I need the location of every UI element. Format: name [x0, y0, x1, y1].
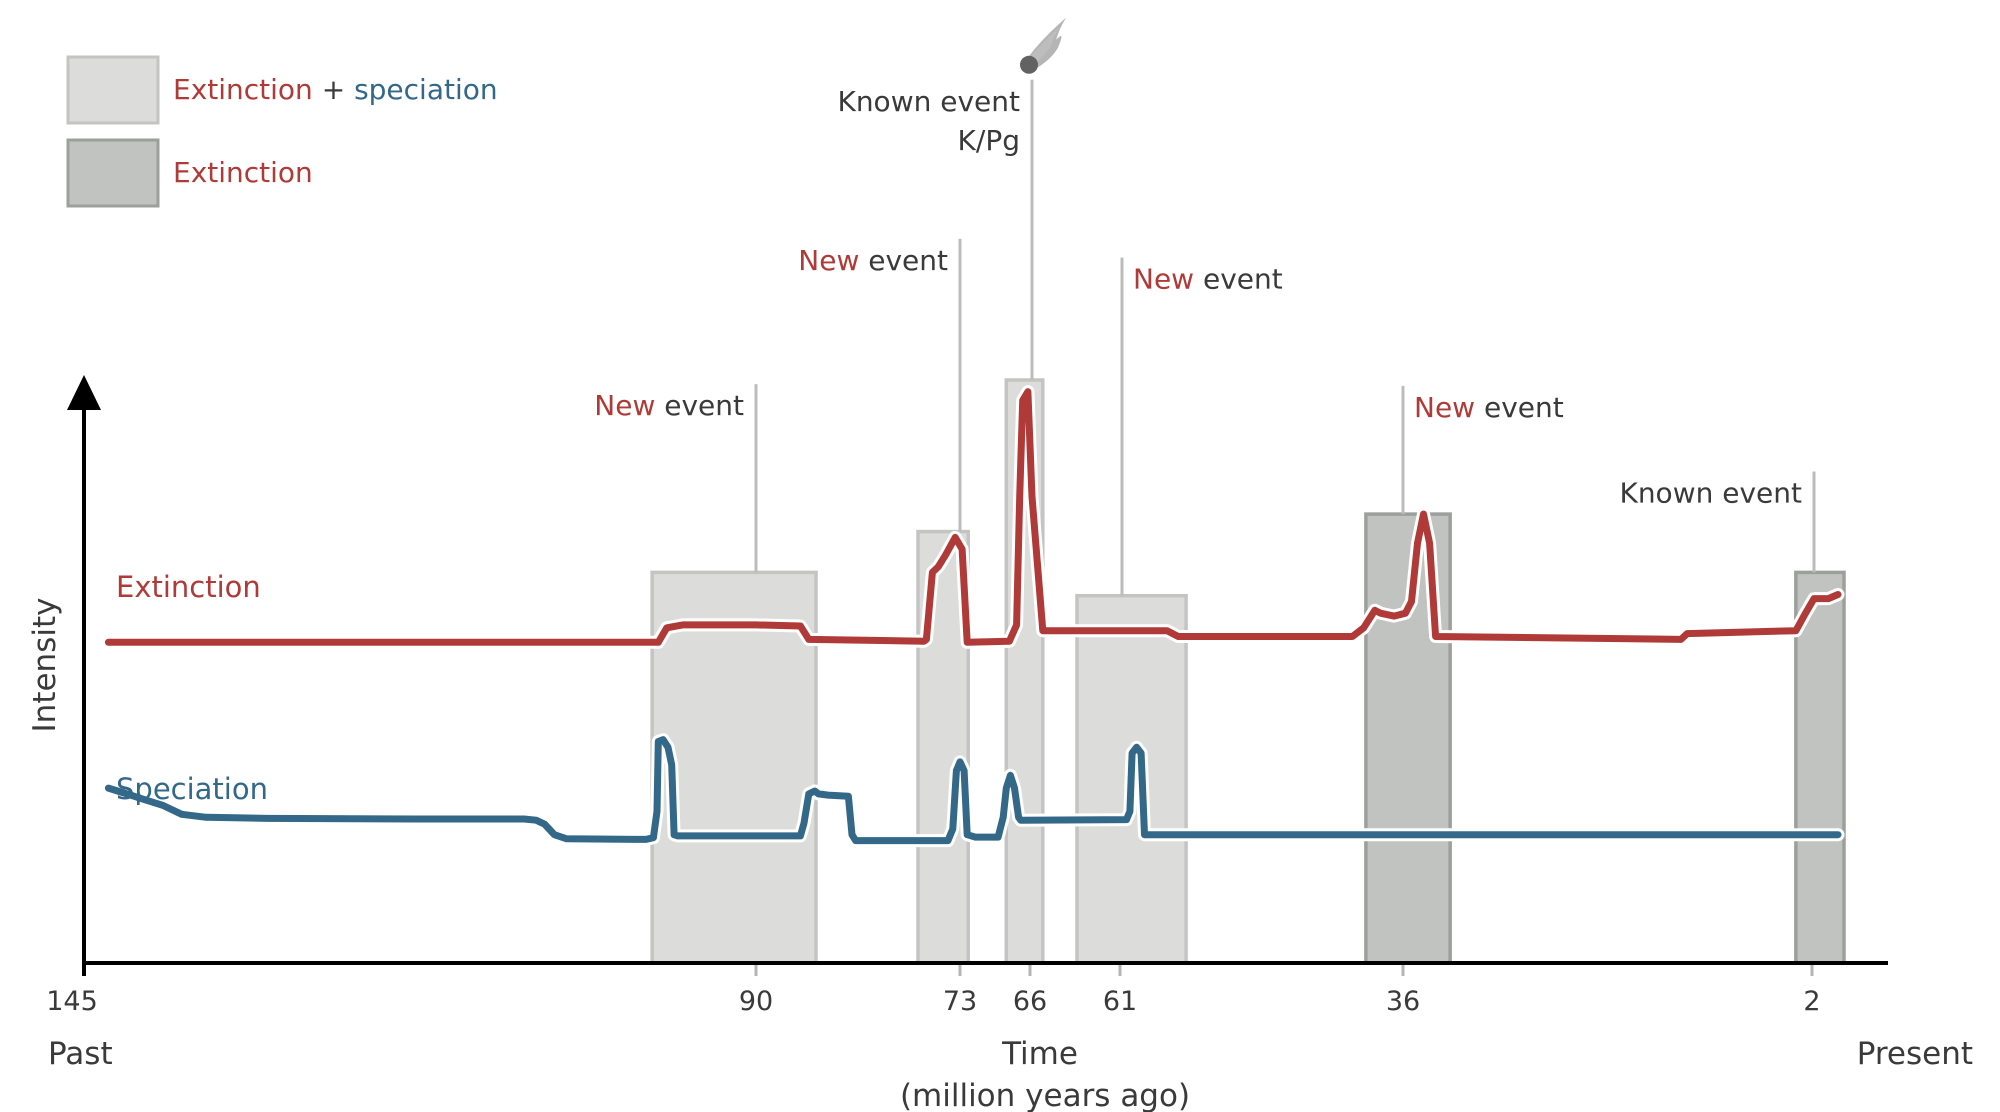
callout-label-90-part-1: event — [655, 389, 744, 422]
callout-label-2: Known event — [1619, 477, 1802, 510]
y-axis-title: Intensity — [27, 598, 63, 733]
x-tick-label-61-part-0: 61 — [1103, 986, 1137, 1017]
callout-label-90-part-0: New — [594, 389, 655, 422]
callout-label-2-part-0: Known event — [1619, 477, 1802, 510]
callout-label-73-part-0: New — [798, 244, 859, 277]
callout-label-36-part-0: New — [1414, 391, 1475, 424]
legend-label-both: Extinction + speciation — [173, 73, 498, 106]
callout-label-61-part-1: event — [1194, 263, 1283, 296]
callout-label-73-part-1: event — [859, 244, 948, 277]
x-tick-label-66: 66 — [1013, 986, 1047, 1017]
callout-label-73: New event — [798, 244, 948, 277]
series-line-speciation — [104, 736, 1842, 845]
axis-labels: 145 90 73 66 61 36 2 Past Present Time (million ye… — [27, 598, 1973, 1112]
series-label-extinction: Extinction — [116, 570, 261, 604]
x-axis-title-part-0: Time — [1001, 1036, 1078, 1072]
x-axis-start-label-part-0: Past — [48, 1036, 113, 1072]
callout-label-66-part-0: Known event — [837, 85, 1020, 118]
legend-label-both-part-1: + — [313, 73, 354, 106]
callout-label-61: New event — [1133, 263, 1283, 296]
x-axis-title: Time — [1001, 1036, 1078, 1072]
legend-label-extinction: Extinction — [173, 156, 313, 189]
x-axis-start-label: Past — [48, 1036, 113, 1072]
series-line-extinction — [104, 388, 1842, 646]
x-tick-label-73-part-0: 73 — [943, 986, 977, 1017]
x-axis-end-label-part-0: Present — [1857, 1036, 1973, 1072]
meteor-icon — [1020, 17, 1066, 74]
x-tick-label-36: 36 — [1386, 986, 1420, 1017]
x-tick-label-90: 90 — [739, 986, 773, 1017]
callout-label-36: New event — [1414, 391, 1564, 424]
series-label-speciation: Speciation — [116, 772, 268, 806]
x-tick-label-61: 61 — [1103, 986, 1137, 1017]
series-label-extinction-part-0: Extinction — [116, 570, 261, 604]
x-tick-label-73: 73 — [943, 986, 977, 1017]
x-axis-end-label: Present — [1857, 1036, 1973, 1072]
x-tick-label-145-part-0: 145 — [46, 986, 98, 1017]
event-window-2 — [1794, 570, 1846, 965]
y-axis-title-part-0: Intensity — [27, 598, 63, 733]
x-tick-label-66-part-0: 66 — [1013, 986, 1047, 1017]
event-windows — [650, 378, 1846, 965]
axes — [67, 375, 1888, 976]
x-axis-subtitle: (million years ago) — [900, 1078, 1190, 1112]
legend-label-extinction-part-0: Extinction — [173, 156, 313, 189]
x-tick-label-90-part-0: 90 — [739, 986, 773, 1017]
legend-swatch-both — [66, 55, 160, 125]
series-lines: Extinction Speciation — [101, 385, 1845, 848]
legend-swatch-extinction — [66, 138, 160, 208]
event-window-90 — [650, 570, 818, 965]
callout-sublabel-66: K/Pg — [958, 124, 1020, 157]
legend-label-both-part-0: Extinction — [173, 73, 313, 106]
series-label-speciation-part-0: Speciation — [116, 772, 268, 806]
callout-label-61-part-0: New — [1133, 263, 1194, 296]
callout-label-90: New event — [594, 389, 744, 422]
x-axis-subtitle-part-0: (million years ago) — [900, 1078, 1190, 1112]
legend-label-both-part-2: speciation — [354, 73, 498, 106]
y-axis-arrow-icon — [67, 375, 101, 410]
callout-label-36-part-1: event — [1475, 391, 1564, 424]
callout-label-66: Known event — [837, 85, 1020, 118]
x-tick-label-2-part-0: 2 — [1803, 986, 1820, 1017]
series-halo-extinction — [101, 385, 1845, 649]
x-tick-label-2: 2 — [1803, 986, 1820, 1017]
callout-sublabel-66-part-0: K/Pg — [958, 124, 1020, 157]
series-halo-speciation — [101, 733, 1845, 848]
x-tick-label-36-part-0: 36 — [1386, 986, 1420, 1017]
x-tick-label-145: 145 — [46, 986, 98, 1017]
